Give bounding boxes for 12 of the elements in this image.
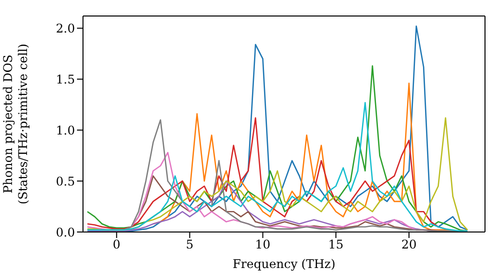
x-tick-label: 15 xyxy=(328,238,344,252)
y-tick-label: 2.0 xyxy=(56,21,75,36)
x-tick-label: 10 xyxy=(255,238,270,252)
y-tick-label: 0.0 xyxy=(56,225,75,240)
y-axis-title: Phonon projected DOS (States/THz·primitive cell) xyxy=(1,44,30,204)
y-tick-label: 1.5 xyxy=(56,72,75,86)
y-tick-label: 0.5 xyxy=(56,174,75,188)
x-tick-label: 0 xyxy=(112,238,120,252)
x-tick-label: 20 xyxy=(401,238,417,252)
x-axis-title: Frequency (THz) xyxy=(232,257,336,271)
x-tick-label: 5 xyxy=(186,238,194,252)
y-tick-label: 1.0 xyxy=(56,123,75,138)
